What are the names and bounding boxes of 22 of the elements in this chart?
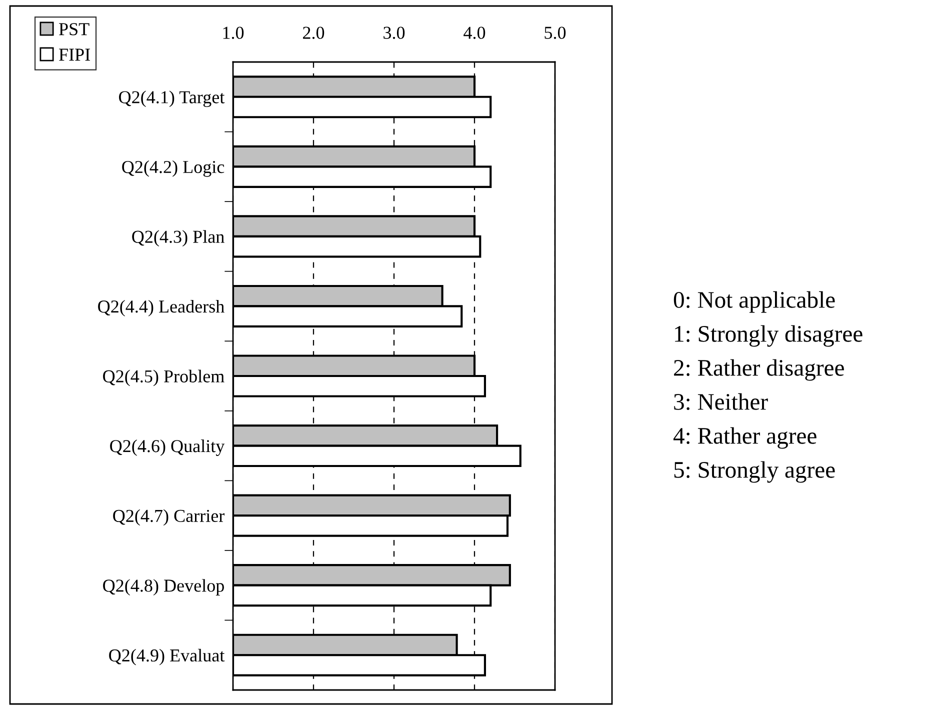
y-tick-label: Q2(4.9) Evaluat bbox=[109, 648, 225, 666]
text: 5: Strongly agree bbox=[674, 461, 835, 483]
y-tick-label: Q2(4.6) Quality bbox=[110, 440, 225, 456]
text: 1: Strongly disagree bbox=[675, 325, 862, 347]
x-tick-label: 4.0 bbox=[464, 26, 486, 39]
text: 2: Rather disagree bbox=[674, 359, 844, 381]
x-tick-label: 2.0 bbox=[303, 26, 324, 39]
y-tick-label: Q2(4.7) Carrier bbox=[113, 509, 225, 526]
legend-label: PST bbox=[59, 23, 90, 36]
text: 4: Rather agree bbox=[673, 427, 816, 449]
x-tick-label: 5.0 bbox=[544, 26, 566, 39]
x-tick-label: 3.0 bbox=[384, 26, 405, 39]
legend-label: FIPI bbox=[59, 48, 90, 61]
x-tick-label: 1.0 bbox=[223, 26, 244, 39]
y-tick-label: Q2(4.3) Plan bbox=[132, 230, 224, 247]
text: 3: Neither bbox=[674, 393, 768, 410]
y-tick-label: Q2(4.1) Target bbox=[119, 90, 225, 108]
y-tick-label: Q2(4.2) Logic bbox=[122, 160, 224, 177]
text: 0: Not applicable bbox=[674, 291, 835, 313]
y-tick-label: Q2(4.4) Leadersh bbox=[98, 300, 224, 316]
y-tick-label: Q2(4.8) Develop bbox=[103, 579, 224, 596]
y-tick-label: Q2(4.5) Problem bbox=[103, 370, 224, 386]
